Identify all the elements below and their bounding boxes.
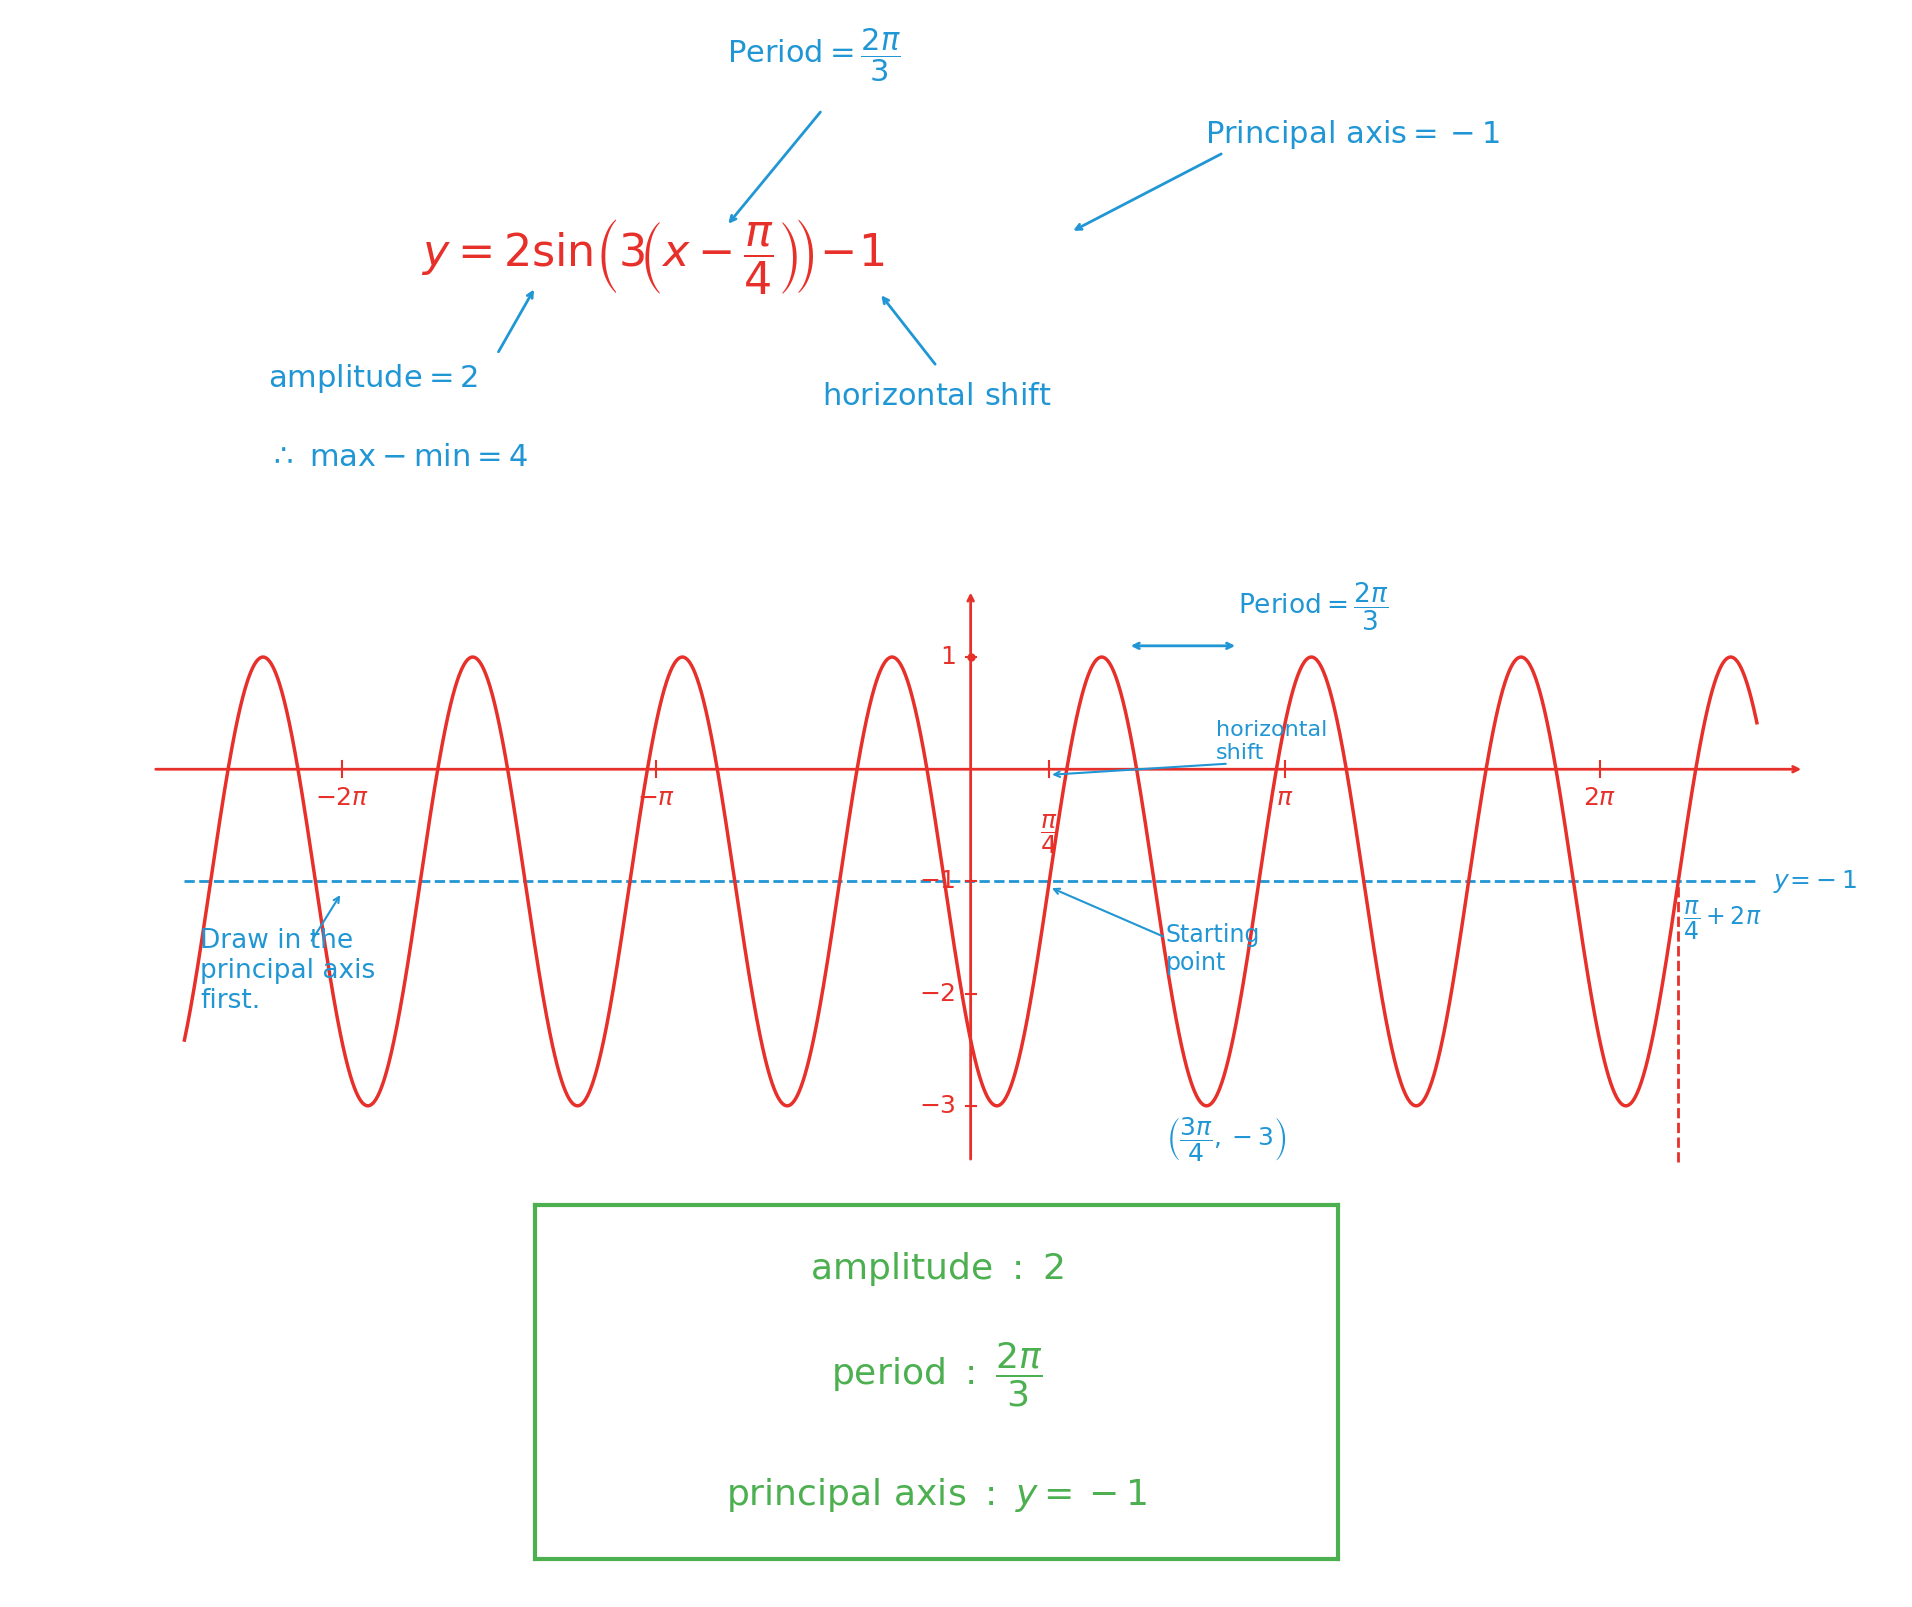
Text: $2\pi$: $2\pi$ xyxy=(1583,786,1616,810)
Text: $\left(\dfrac{3\pi}{4}, -3\right)$: $\left(\dfrac{3\pi}{4}, -3\right)$ xyxy=(1166,1115,1287,1163)
Text: $-\pi$: $-\pi$ xyxy=(637,786,675,810)
Text: horizontal
shift: horizontal shift xyxy=(1216,720,1327,763)
Text: Starting
point: Starting point xyxy=(1166,922,1260,974)
Text: $\dfrac{\pi}{4} + 2\pi$: $\dfrac{\pi}{4} + 2\pi$ xyxy=(1683,898,1761,942)
Text: $\dfrac{\pi}{4}$: $\dfrac{\pi}{4}$ xyxy=(1040,812,1057,855)
Text: Draw in the
principal axis
first.: Draw in the principal axis first. xyxy=(201,929,375,1014)
Text: $\mathrm{principal\ axis}\ :\ y = -1$: $\mathrm{principal\ axis}\ :\ y = -1$ xyxy=(727,1477,1147,1514)
Text: $-3$: $-3$ xyxy=(920,1094,956,1118)
Text: $\therefore\ \mathrm{max} - \mathrm{min} = 4$: $\therefore\ \mathrm{max} - \mathrm{min}… xyxy=(268,444,528,472)
Text: $-2$: $-2$ xyxy=(920,982,956,1006)
Text: $\mathrm{amplitude} = 2$: $\mathrm{amplitude} = 2$ xyxy=(268,362,478,395)
Text: $\mathrm{period}\ :\ \dfrac{2\pi}{3}$: $\mathrm{period}\ :\ \dfrac{2\pi}{3}$ xyxy=(832,1340,1042,1409)
Text: $\mathrm{Period} = \dfrac{2\pi}{3}$: $\mathrm{Period} = \dfrac{2\pi}{3}$ xyxy=(727,26,901,84)
Text: $1$: $1$ xyxy=(941,644,956,669)
Text: $\mathrm{amplitude}\ :\ 2$: $\mathrm{amplitude}\ :\ 2$ xyxy=(811,1250,1063,1287)
Text: $y = 2\sin\!\left(3\!\left(x - \dfrac{\pi}{4}\right)\!\right)\!-\!1$: $y = 2\sin\!\left(3\!\left(x - \dfrac{\p… xyxy=(421,217,883,296)
Text: $-1$: $-1$ xyxy=(920,869,956,893)
Text: $\pi$: $\pi$ xyxy=(1277,786,1294,810)
Text: $\mathrm{Period} = \dfrac{2\pi}{3}$: $\mathrm{Period} = \dfrac{2\pi}{3}$ xyxy=(1237,580,1388,633)
Text: $\mathrm{Principal\ axis} = -1$: $\mathrm{Principal\ axis} = -1$ xyxy=(1205,117,1499,151)
Text: $y\!=\!-1$: $y\!=\!-1$ xyxy=(1772,868,1857,895)
Text: $\mathrm{horizontal\ shift}$: $\mathrm{horizontal\ shift}$ xyxy=(822,382,1052,411)
Text: $-2\pi$: $-2\pi$ xyxy=(315,786,369,810)
